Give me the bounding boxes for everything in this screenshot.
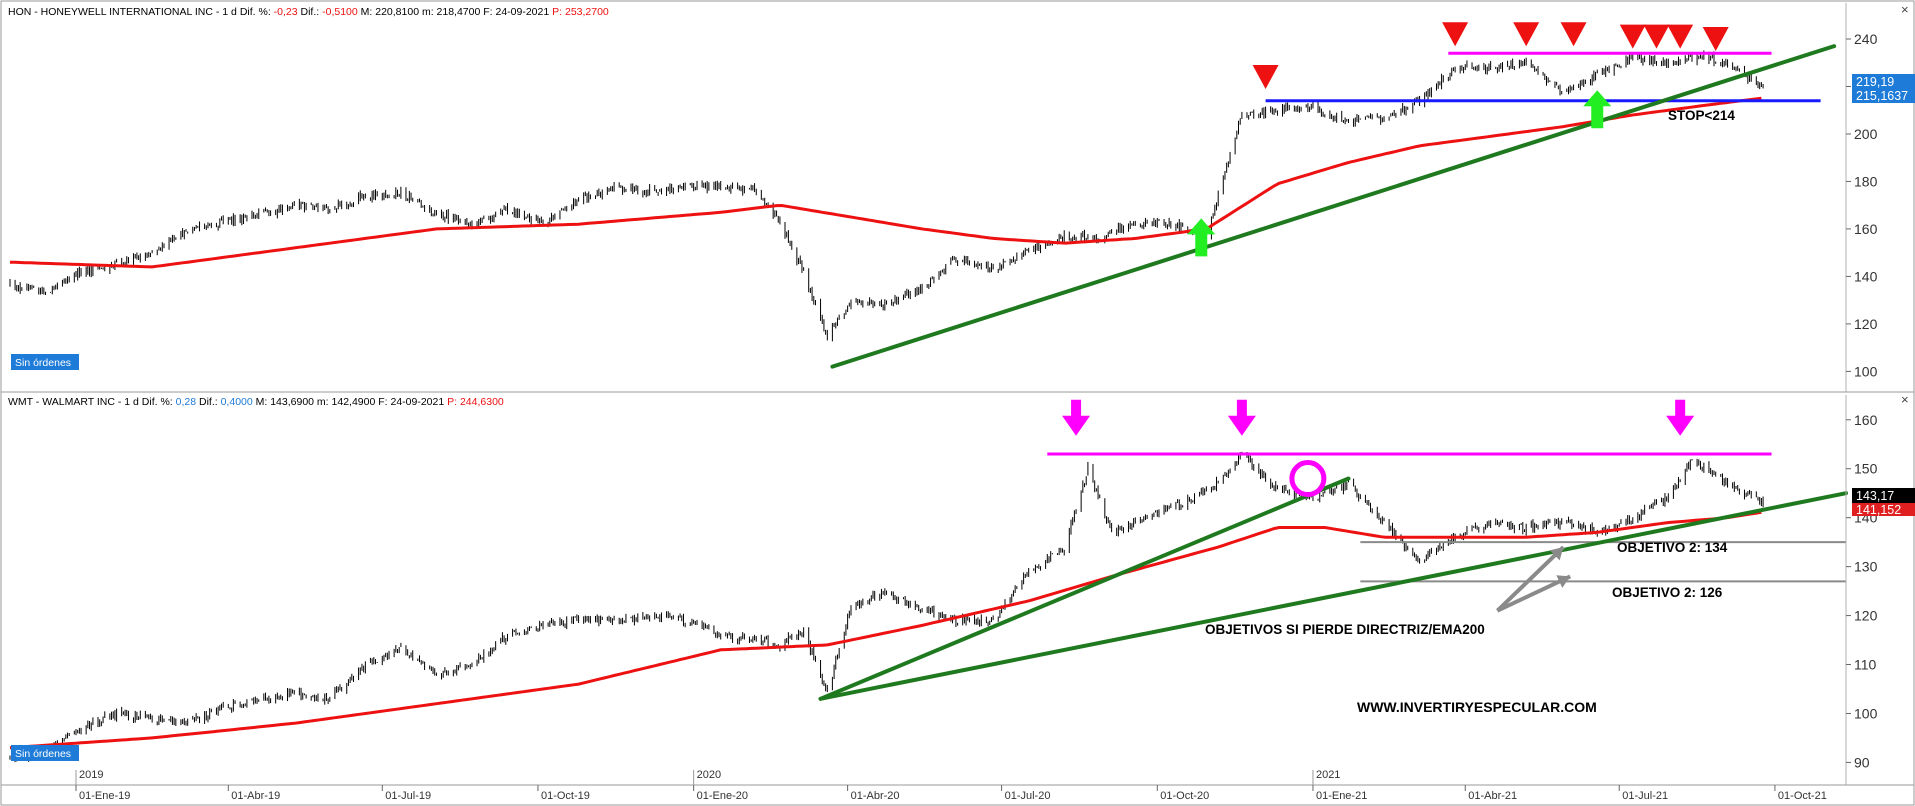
hon-sell-marker xyxy=(1513,22,1540,47)
wmt-resistance-marker xyxy=(1062,399,1091,436)
wmt-pointer-arrowhead xyxy=(1549,547,1564,561)
wmt-y-tick-label: 130 xyxy=(1854,559,1878,575)
wmt-candles xyxy=(9,451,1764,763)
hon-trendline xyxy=(830,44,1837,369)
hon-panel-frame xyxy=(0,0,1915,393)
hon-y-tick-label: 160 xyxy=(1854,221,1878,237)
date-tick-label: 01-Jul-19 xyxy=(385,790,431,802)
wmt-target-134-annotation: OBJETIVO 2: 134 xyxy=(1617,540,1728,555)
wmt-resistance-marker xyxy=(1666,399,1695,436)
wmt-y-tick-label: 100 xyxy=(1854,705,1878,721)
date-tick-label: 01-Abr-21 xyxy=(1468,790,1517,802)
date-tick-label: 01-Jul-20 xyxy=(1005,790,1051,802)
wmt-y-tick-label: 160 xyxy=(1854,412,1878,428)
wmt-y-tick-label: 90 xyxy=(1854,754,1870,770)
wmt-break-circle-marker xyxy=(1289,460,1327,498)
hon-y-tick-label: 180 xyxy=(1854,173,1878,189)
date-axis-frame xyxy=(0,784,1915,806)
hon-y-tick-label: 100 xyxy=(1854,363,1878,379)
wmt-resistance-marker xyxy=(1227,399,1256,436)
hon-price-tags: 219,19 215,1637 xyxy=(1852,74,1915,103)
hon-panel: HON - HONEYWELL INTERNATIONAL INC - 1 d … xyxy=(0,0,1915,393)
wmt-y-tick-label: 110 xyxy=(1854,657,1877,673)
wmt-trendline xyxy=(818,476,1351,701)
hon-last-price-tag xyxy=(1852,74,1915,89)
wmt-pointer-arrow xyxy=(1496,545,1565,613)
wmt-panel: WMT - WALMART INC - 1 d Dif. %: 0,28 Dif… xyxy=(0,391,1915,786)
hon-sell-marker xyxy=(1667,24,1694,49)
hon-buy-marker xyxy=(1583,90,1612,129)
hon-sell-marker xyxy=(1442,22,1469,47)
date-tick-label: 01-Abr-19 xyxy=(231,790,280,802)
wmt-y-tick-label: 120 xyxy=(1854,608,1878,624)
wmt-last-price-tag xyxy=(1852,488,1915,503)
hon-ema200-line xyxy=(9,96,1762,269)
hon-order-badge-bg xyxy=(11,354,79,370)
hon-sell-marker xyxy=(1702,26,1729,51)
date-tick-label: 01-Abr-20 xyxy=(851,790,900,802)
wmt-close-icon[interactable]: × xyxy=(1901,392,1909,407)
wmt-last-price-label: 143,17 xyxy=(1856,489,1894,503)
wmt-plot-area: 2019 2020 2021 xyxy=(9,399,1848,785)
year-label: 2019 xyxy=(79,769,103,781)
website-watermark: WWW.INVERTIRYESPECULAR.COM xyxy=(1357,699,1597,715)
hon-sell-marker xyxy=(1619,24,1646,49)
hon-y-tick-label: 140 xyxy=(1854,268,1878,284)
wmt-header: WMT - WALMART INC - 1 d Dif. %: 0,28 Dif… xyxy=(8,396,504,408)
hon-sell-marker xyxy=(1252,64,1279,89)
wmt-targets-caption: OBJETIVOS SI PIERDE DIRECTRIZ/EMA200 xyxy=(1205,622,1485,637)
year-label: 2020 xyxy=(697,769,721,781)
wmt-pointer-arrow xyxy=(1496,574,1572,613)
hon-y-tick-label: 200 xyxy=(1854,126,1878,142)
wmt-trendline xyxy=(818,491,1848,701)
hon-candles xyxy=(9,50,1764,342)
wmt-target-126-annotation: OBJETIVO 2: 126 xyxy=(1612,585,1723,600)
hon-buy-marker xyxy=(1187,218,1216,257)
wmt-ema200-line xyxy=(9,510,1762,750)
date-axis: 01-Ene-19 01-Abr-19 01-Jul-19 01-Oct-19 01-E… xyxy=(75,785,1827,802)
date-tick-label: 01-Ene-21 xyxy=(1316,790,1367,802)
wmt-y-tick-label: 150 xyxy=(1854,461,1878,477)
hon-plot-area xyxy=(9,22,1837,369)
wmt-pointer-arrowhead xyxy=(1556,575,1571,588)
date-tick-label: 01-Oct-20 xyxy=(1160,790,1209,802)
wmt-price-tags: 143,17 141,152 xyxy=(1852,488,1915,517)
date-tick-label: 01-Jul-21 xyxy=(1622,790,1668,802)
hon-close-icon[interactable]: × xyxy=(1901,2,1909,17)
hon-header: HON - HONEYWELL INTERNATIONAL INC - 1 d … xyxy=(8,6,609,18)
wmt-order-badge-bg xyxy=(11,745,79,761)
hon-y-tick-label: 120 xyxy=(1854,316,1878,332)
wmt-order-badge[interactable]: Sin órdenes xyxy=(11,745,79,761)
year-label: 2021 xyxy=(1316,769,1340,781)
date-tick-label: 01-Ene-19 xyxy=(79,790,130,802)
date-tick-label: 01-Ene-20 xyxy=(697,790,748,802)
hon-order-badge[interactable]: Sin órdenes xyxy=(11,354,79,370)
hon-last-price-label: 219,19 xyxy=(1856,75,1894,89)
date-tick-label: 01-Oct-19 xyxy=(541,790,590,802)
wmt-ema-price-tag xyxy=(1852,503,1915,516)
hon-ema-price-label: 215,1637 xyxy=(1856,89,1908,103)
wmt-order-badge-label: Sin órdenes xyxy=(15,748,71,760)
hon-stop-annotation: STOP<214 xyxy=(1668,108,1735,123)
hon-ema-price-tag xyxy=(1852,89,1915,103)
hon-sell-marker xyxy=(1560,22,1587,47)
wmt-ema-price-label: 141,152 xyxy=(1856,503,1901,517)
hon-sell-marker xyxy=(1643,24,1670,49)
hon-order-badge-label: Sin órdenes xyxy=(15,357,71,369)
hon-y-tick-label: 240 xyxy=(1854,31,1878,47)
date-tick-label: 01-Oct-21 xyxy=(1778,790,1827,802)
